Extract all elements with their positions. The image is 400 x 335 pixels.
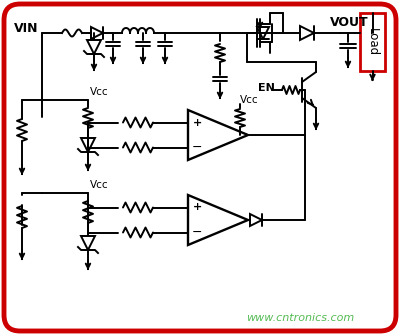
FancyBboxPatch shape (4, 4, 396, 331)
Text: Vcc: Vcc (90, 180, 109, 190)
Text: VIN: VIN (14, 21, 38, 35)
Text: +: + (192, 118, 202, 128)
Text: −: − (192, 141, 202, 154)
FancyBboxPatch shape (360, 13, 385, 71)
Text: EN: EN (258, 83, 275, 93)
Text: Load: Load (366, 28, 379, 56)
Text: VOUT: VOUT (330, 16, 369, 29)
Text: Vcc: Vcc (90, 87, 109, 97)
Text: www.cntronics.com: www.cntronics.com (246, 313, 354, 323)
Text: Vcc: Vcc (240, 95, 259, 105)
Text: −: − (192, 226, 202, 239)
Text: +: + (192, 202, 202, 212)
